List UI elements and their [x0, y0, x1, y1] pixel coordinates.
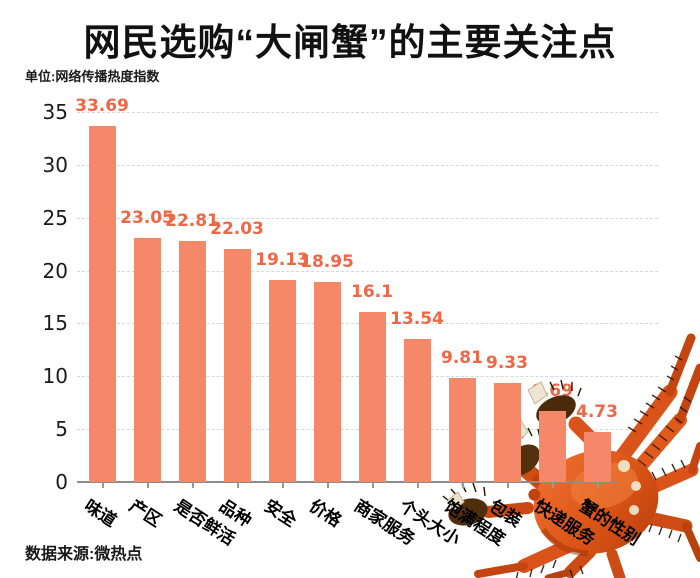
value-label-产区: 23.05	[120, 208, 174, 229]
value-label-是否鲜活: 22.81	[165, 210, 219, 231]
y-tick-label-35: 35	[42, 100, 68, 124]
value-label-味道: 33.69	[75, 95, 129, 116]
x-tick	[147, 483, 149, 488]
value-label-安全: 19.13	[255, 249, 309, 270]
value-label-饱满程度: 9.81	[441, 348, 483, 369]
value-label-个头大小: 13.54	[390, 308, 444, 329]
gridline-35	[77, 112, 658, 113]
source-label: 数据来源:微热点	[25, 546, 143, 563]
bar-安全	[268, 279, 296, 482]
x-tick	[192, 483, 194, 488]
bar-个头大小	[403, 338, 431, 482]
x-tick	[372, 483, 374, 488]
gridline-30	[77, 164, 658, 166]
x-tick	[507, 483, 509, 488]
x-tick	[417, 483, 419, 488]
value-label-价格: 18.95	[300, 251, 354, 272]
bar-产区	[133, 238, 161, 482]
bar-价格	[313, 281, 341, 482]
y-tick-label-30: 30	[42, 152, 68, 177]
x-category-label-味道: 味道	[80, 496, 120, 531]
gridline-20	[77, 270, 658, 272]
bar-品种	[223, 249, 251, 482]
bar-味道	[88, 125, 116, 482]
gridline-25	[77, 217, 658, 219]
y-tick-label-10: 10	[42, 364, 68, 389]
y-tick-label-0: 0	[55, 470, 68, 494]
y-tick-label-5: 5	[55, 417, 68, 442]
x-tick	[237, 483, 239, 488]
y-tick-label-15: 15	[42, 311, 68, 336]
bar-饱满程度	[448, 378, 476, 482]
unit-label: 单位:网络传播热度指数	[25, 69, 160, 84]
bar-商家服务	[358, 311, 386, 482]
x-tick	[327, 483, 329, 488]
x-category-label-价格: 价格	[305, 496, 345, 531]
y-tick-label-25: 25	[42, 205, 68, 230]
value-label-包装: 9.33	[486, 353, 528, 374]
x-category-label-产区: 产区	[125, 496, 165, 531]
x-tick	[282, 483, 284, 488]
value-label-商家服务: 16.1	[351, 281, 393, 302]
page-title: 网民选购“大闸蟹”的主要关注点	[83, 22, 617, 63]
bar-是否鲜活	[178, 240, 206, 482]
x-axis-line	[77, 481, 618, 483]
x-tick	[102, 483, 104, 488]
y-tick-label-20: 20	[42, 258, 68, 283]
value-label-品种: 22.03	[210, 219, 264, 240]
x-category-label-安全: 安全	[260, 496, 300, 531]
